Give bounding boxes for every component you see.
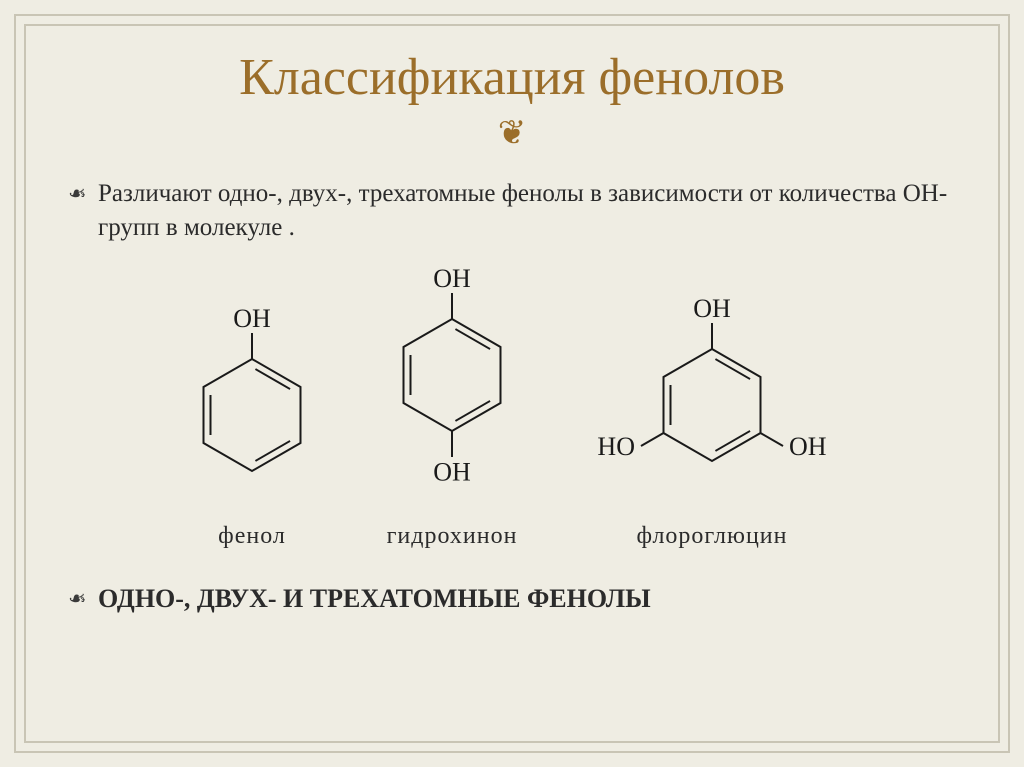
decorative-frame-inner <box>24 24 1000 743</box>
footer-text: ОДНО-, ДВУХ- И ТРЕХАТОМНЫЕ ФЕНОЛЫ <box>98 584 950 614</box>
body-paragraph: Различают одно-, двух-, трехатомные фено… <box>98 177 950 245</box>
